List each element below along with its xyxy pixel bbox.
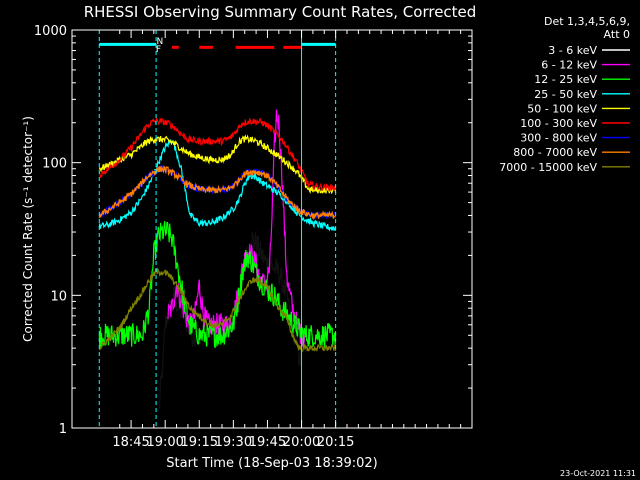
series-line-3 bbox=[98, 221, 337, 349]
y-tick-label-4: 1000 bbox=[34, 24, 67, 39]
y-axis-label: Corrected Count Rate (s⁻¹ detector⁻¹) bbox=[21, 116, 35, 342]
series-line-9 bbox=[98, 267, 337, 353]
y-tick-label-1: 1 bbox=[59, 422, 67, 437]
legend-label-5: 50 - 100 keV bbox=[527, 102, 597, 115]
legend-header-attenuator: Att 0 bbox=[604, 28, 630, 41]
legend-label-3: 12 - 25 keV bbox=[534, 73, 597, 86]
x-tick-label-1: 18:45 bbox=[112, 435, 149, 450]
flag-f: F bbox=[156, 45, 161, 55]
series-lines bbox=[98, 109, 337, 410]
plot-frame bbox=[71, 29, 473, 429]
x-tick-label-4: 19:30 bbox=[215, 435, 252, 450]
x-tick-label-7: 20:15 bbox=[317, 435, 354, 450]
series-line-6 bbox=[98, 117, 337, 192]
x-axis-label: Start Time (18-Sep-03 18:39:02) bbox=[166, 456, 377, 471]
legend-label-7: 300 - 800 keV bbox=[520, 132, 597, 145]
series-line-4 bbox=[98, 138, 337, 232]
series-line-8 bbox=[98, 165, 337, 221]
legend-label-2: 6 - 12 keV bbox=[541, 59, 597, 72]
legend-header-detectors: Det 1,3,4,5,6,9, bbox=[544, 15, 630, 28]
y-tick-label-3: 100 bbox=[42, 157, 67, 172]
x-tick-label-2: 19:00 bbox=[146, 435, 183, 450]
legend-label-9: 7000 - 15000 keV bbox=[499, 161, 597, 174]
x-tick-label-6: 20:00 bbox=[283, 435, 320, 450]
legend-label-6: 100 - 300 keV bbox=[520, 117, 597, 130]
x-tick-label-3: 19:15 bbox=[181, 435, 218, 450]
y-tick-label-2: 10 bbox=[50, 289, 67, 304]
legend-label-1: 3 - 6 keV bbox=[548, 44, 597, 57]
legend-label-8: 800 - 7000 keV bbox=[513, 146, 597, 159]
legend-label-4: 25 - 50 keV bbox=[534, 88, 597, 101]
chart-title: RHESSI Observing Summary Count Rates, Co… bbox=[84, 3, 477, 21]
footer-date: 23-Oct-2021 11:31 bbox=[560, 469, 636, 478]
x-tick-label-5: 19:45 bbox=[249, 435, 286, 450]
y-axis-ticks: 1 10 100 1000 bbox=[34, 24, 472, 437]
flag-n: N bbox=[157, 37, 164, 47]
series-line-5 bbox=[98, 134, 337, 195]
annotation-overlays: NF bbox=[98, 30, 337, 428]
